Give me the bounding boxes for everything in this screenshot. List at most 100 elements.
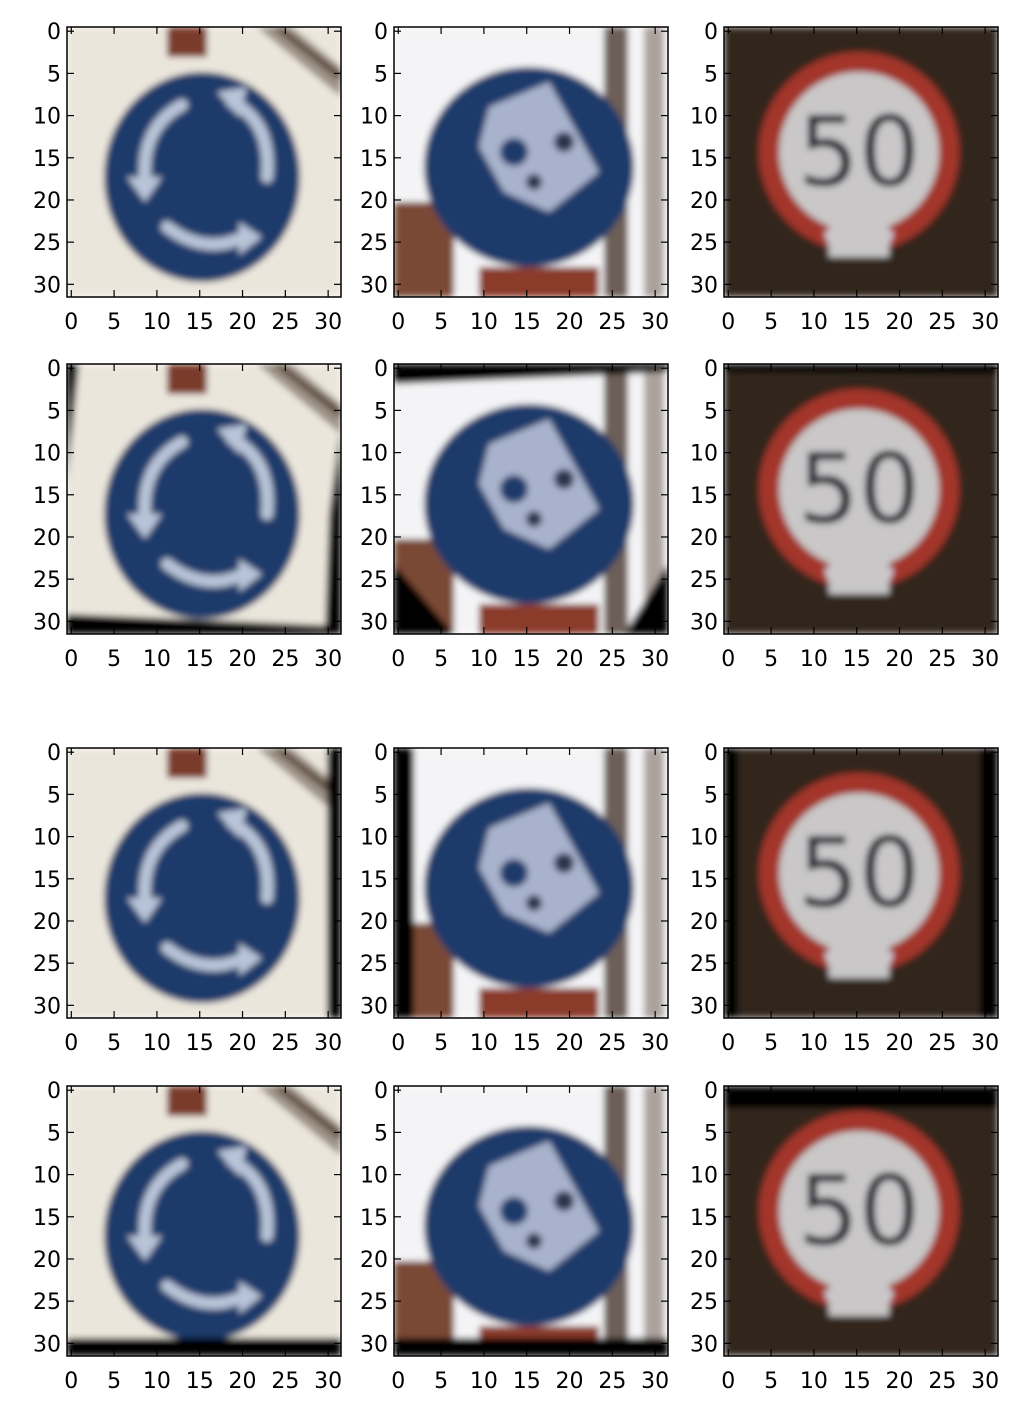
y-tick-label: 20: [33, 1248, 61, 1273]
axes-frame: [66, 363, 342, 635]
x-tick-label: 20: [556, 310, 584, 335]
y-tick-label: 15: [33, 484, 61, 509]
y-tick-label: 0: [47, 357, 61, 382]
y-tick-label: 25: [690, 952, 718, 977]
axes-frame: [393, 26, 669, 298]
x-tick-label: 15: [186, 1031, 214, 1056]
x-tick-label: 15: [513, 1031, 541, 1056]
y-tick-label: 10: [360, 826, 388, 851]
x-tick-label: 5: [434, 1369, 448, 1394]
x-tick-label: 30: [314, 1031, 342, 1056]
x-tick-label: 30: [971, 1369, 999, 1394]
y-tick-label: 5: [704, 62, 718, 87]
y-tick-label: 20: [690, 1248, 718, 1273]
y-tick-label: 5: [47, 399, 61, 424]
x-tick-label: 0: [391, 310, 405, 335]
x-tick-label: 20: [229, 647, 257, 672]
axes-frame: [723, 26, 999, 298]
y-tick-label: 0: [704, 741, 718, 766]
x-tick-label: 5: [434, 647, 448, 672]
y-tick-label: 25: [360, 231, 388, 256]
roundabout-sign-image: [67, 1086, 341, 1356]
y-tick-label: 15: [690, 868, 718, 893]
y-tick-label: 20: [690, 526, 718, 551]
y-tick-label: 25: [690, 568, 718, 593]
x-tick-label: 20: [886, 647, 914, 672]
y-tick-label: 0: [374, 20, 388, 45]
speed-limit-sign-image: 50: [724, 1086, 998, 1356]
y-tick-label: 5: [47, 783, 61, 808]
axes-frame: [66, 26, 342, 298]
x-tick-label: 20: [886, 310, 914, 335]
y-tick-label: 30: [33, 273, 61, 298]
y-tick-label: 0: [704, 20, 718, 45]
x-tick-label: 25: [598, 1031, 626, 1056]
x-tick-label: 30: [971, 1031, 999, 1056]
speed-sign-text: 50: [798, 817, 920, 929]
axes-frame: [66, 1085, 342, 1357]
x-tick-label: 0: [391, 1031, 405, 1056]
y-tick-label: 10: [690, 105, 718, 130]
x-tick-label: 0: [721, 310, 735, 335]
speed-limit-sign-image: 50: [724, 27, 998, 297]
x-tick-label: 15: [843, 647, 871, 672]
y-tick-label: 30: [360, 610, 388, 635]
roundabout-sign-image: [67, 27, 341, 297]
x-tick-label: 25: [271, 1369, 299, 1394]
x-tick-label: 20: [229, 1369, 257, 1394]
x-tick-label: 20: [886, 1031, 914, 1056]
y-tick-label: 5: [374, 399, 388, 424]
x-tick-label: 15: [186, 1369, 214, 1394]
x-tick-label: 15: [186, 310, 214, 335]
y-tick-label: 10: [360, 1164, 388, 1189]
y-tick-label: 5: [704, 783, 718, 808]
y-tick-label: 20: [690, 189, 718, 214]
x-tick-label: 10: [470, 310, 498, 335]
x-tick-label: 0: [721, 647, 735, 672]
y-tick-label: 0: [374, 1079, 388, 1104]
x-tick-label: 25: [271, 1031, 299, 1056]
x-tick-label: 20: [229, 1031, 257, 1056]
x-tick-label: 0: [391, 647, 405, 672]
y-tick-label: 0: [374, 741, 388, 766]
y-tick-label: 10: [33, 105, 61, 130]
x-tick-label: 10: [470, 1031, 498, 1056]
y-tick-label: 30: [690, 1332, 718, 1357]
x-tick-label: 5: [764, 1369, 778, 1394]
y-tick-label: 25: [33, 231, 61, 256]
x-tick-label: 20: [886, 1369, 914, 1394]
y-tick-label: 15: [33, 147, 61, 172]
y-tick-label: 30: [360, 273, 388, 298]
axes-frame: [393, 1085, 669, 1357]
speed-sign-text: 50: [798, 96, 920, 208]
x-tick-label: 0: [64, 647, 78, 672]
x-tick-label: 30: [641, 647, 669, 672]
x-tick-label: 10: [800, 310, 828, 335]
y-tick-label: 15: [33, 868, 61, 893]
y-tick-label: 10: [33, 826, 61, 851]
x-tick-label: 30: [971, 647, 999, 672]
y-tick-label: 25: [33, 1290, 61, 1315]
x-tick-label: 30: [314, 1369, 342, 1394]
y-tick-label: 10: [690, 826, 718, 851]
axes-frame: [723, 363, 999, 635]
x-tick-label: 20: [556, 1031, 584, 1056]
x-tick-label: 25: [598, 647, 626, 672]
x-tick-label: 20: [556, 647, 584, 672]
y-tick-label: 30: [690, 273, 718, 298]
x-tick-label: 0: [391, 1369, 405, 1394]
x-tick-label: 5: [107, 1369, 121, 1394]
y-tick-label: 25: [360, 952, 388, 977]
x-tick-label: 30: [641, 1031, 669, 1056]
y-tick-label: 30: [33, 610, 61, 635]
y-tick-label: 10: [360, 105, 388, 130]
y-tick-label: 5: [374, 1121, 388, 1146]
x-tick-label: 10: [800, 1031, 828, 1056]
